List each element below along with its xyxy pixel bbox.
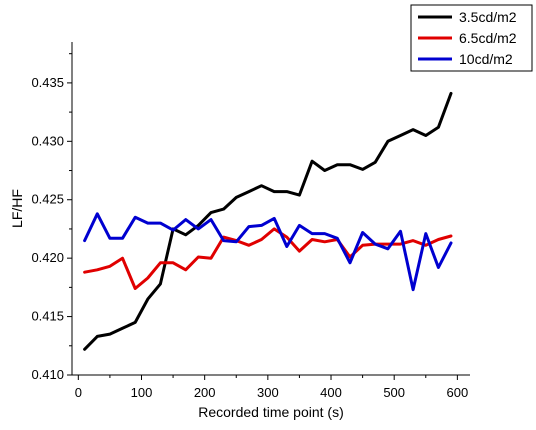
y-tick-label: 0.410 (31, 367, 64, 382)
x-tick-label: 600 (447, 385, 469, 400)
x-tick-label: 300 (257, 385, 279, 400)
legend-label: 6.5cd/m2 (459, 30, 517, 46)
y-tick-label: 0.420 (31, 250, 64, 265)
series-line-3 (83, 212, 453, 292)
plot-area: 0 100 200 300 400 500 600 0.410 0.415 0.420 0.425… (31, 42, 470, 400)
y-tick-label: 0.435 (31, 75, 64, 90)
x-axis-label: Recorded time point (s) (198, 404, 344, 420)
x-tick-label: 100 (131, 385, 153, 400)
y-tick-label: 0.425 (31, 192, 64, 207)
legend: 3.5cd/m2 6.5cd/m2 10cd/m2 (410, 4, 533, 72)
x-tick-label: 500 (383, 385, 405, 400)
x-tick-label: 0 (75, 385, 82, 400)
legend-label: 3.5cd/m2 (459, 9, 517, 25)
x-axis-ticks: 0 100 200 300 400 500 600 (75, 375, 469, 400)
x-tick-label: 400 (320, 385, 342, 400)
legend-label: 10cd/m2 (459, 51, 513, 67)
y-axis-label: LF/HF (9, 189, 25, 228)
y-axis-ticks: 0.410 0.415 0.420 0.425 0.430 0.435 (31, 53, 72, 382)
x-tick-label: 200 (194, 385, 216, 400)
series-lines (83, 91, 453, 351)
y-tick-label: 0.430 (31, 133, 64, 148)
y-tick-label: 0.415 (31, 309, 64, 324)
series-line-1 (83, 91, 453, 351)
